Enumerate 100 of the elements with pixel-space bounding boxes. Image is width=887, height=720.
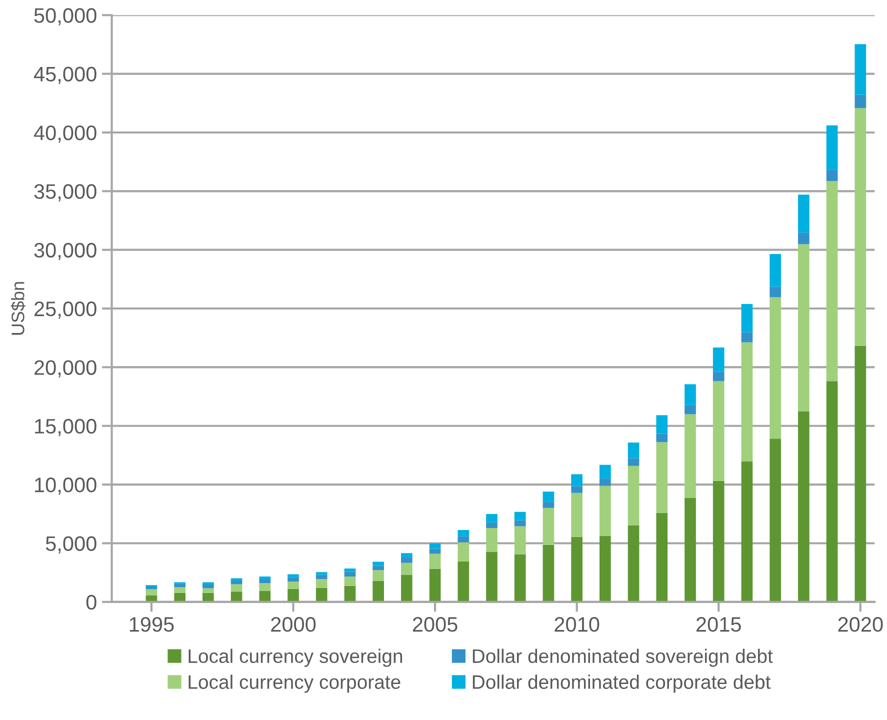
bar: [146, 589, 158, 596]
bar: [288, 582, 299, 589]
bar: [571, 486, 582, 493]
bar: [401, 574, 412, 602]
bar: [854, 44, 866, 95]
bar: [174, 587, 186, 593]
bar: [372, 570, 384, 581]
bar: [458, 530, 470, 536]
bar: [628, 525, 640, 602]
bar: [344, 586, 356, 602]
bar: [712, 372, 724, 382]
bar: [656, 512, 668, 602]
bar: [542, 492, 554, 502]
bar: [826, 170, 838, 182]
bar: [288, 588, 299, 602]
legend-label: Dollar denominated sovereign debt: [472, 648, 773, 667]
bar: [486, 522, 498, 528]
bar: [316, 588, 328, 602]
x-tick-label: 2005: [412, 617, 458, 632]
bar: [316, 579, 328, 588]
bar: [770, 297, 781, 439]
bar: [514, 512, 526, 520]
bar: [542, 544, 554, 602]
y-axis-title: US$bn: [10, 282, 26, 335]
bar: [372, 580, 384, 602]
legend-label: Local currency sovereign: [188, 648, 402, 667]
bar: [770, 438, 781, 602]
bar: [571, 492, 582, 537]
bar: [542, 508, 554, 545]
bar: [202, 588, 214, 593]
y-tick-label: 25,000: [34, 302, 96, 319]
bar: [514, 554, 526, 602]
bar: [770, 254, 781, 287]
bar: [854, 94, 866, 108]
y-tick-label: 15,000: [35, 418, 96, 436]
bar: [202, 582, 214, 585]
bar: [656, 434, 668, 442]
bar: [741, 304, 753, 332]
y-tick-label: 30,000: [34, 242, 96, 260]
bar: [656, 442, 668, 513]
bar: [259, 583, 271, 591]
bar: [316, 574, 328, 580]
bar: [316, 572, 328, 575]
bar: [600, 464, 611, 479]
y-tick-label: 20,000: [34, 360, 96, 378]
bar: [458, 536, 470, 542]
bar: [202, 592, 214, 602]
bar: [288, 574, 299, 578]
bar: [401, 557, 412, 563]
bar: [741, 342, 753, 462]
y-tick-label: 40,000: [34, 125, 96, 143]
bar: [514, 520, 526, 526]
bar: [146, 586, 158, 590]
bar: [770, 286, 781, 298]
y-tick-label: 45,000: [34, 66, 96, 84]
bar: [230, 584, 242, 592]
bar: [429, 548, 441, 554]
bar: [401, 562, 412, 575]
bar: [628, 442, 640, 458]
x-tick-label: 2010: [554, 617, 600, 632]
bar: [174, 584, 186, 588]
bar: [798, 232, 810, 244]
x-tick-label: 2020: [838, 617, 883, 632]
bar: [288, 577, 299, 582]
bar: [429, 568, 441, 602]
bar: [174, 592, 186, 602]
bar: [826, 381, 838, 602]
bar: [571, 536, 582, 602]
legend-label: Dollar denominated corporate debt: [472, 674, 771, 693]
legend-label: Local currency corporate: [188, 674, 400, 693]
bar: [202, 584, 214, 588]
bar: [401, 553, 412, 558]
x-tick-label: 2000: [271, 617, 316, 632]
bar: [684, 498, 696, 602]
bar: [628, 466, 640, 526]
bar: [230, 578, 242, 581]
bar: [684, 384, 696, 405]
bar: [798, 194, 810, 233]
y-tick-label: 35,000: [34, 184, 96, 202]
bar: [600, 478, 611, 486]
bar: [486, 528, 498, 552]
bar: [741, 461, 753, 602]
y-tick-label: 10,000: [35, 478, 96, 495]
bar: [372, 562, 384, 566]
bar: [826, 181, 838, 382]
bar: [656, 415, 668, 434]
bar: [798, 412, 810, 602]
bar: [798, 244, 810, 412]
bar: [429, 554, 441, 569]
bar: [542, 502, 554, 508]
bar: [712, 381, 724, 481]
bar: [571, 474, 582, 486]
bar: [600, 536, 611, 602]
bar: [684, 404, 696, 414]
bar: [826, 125, 838, 170]
bar: [854, 108, 866, 346]
bar: [344, 576, 356, 586]
bar: [259, 590, 271, 602]
bar: [600, 486, 611, 536]
bar: [486, 552, 498, 602]
